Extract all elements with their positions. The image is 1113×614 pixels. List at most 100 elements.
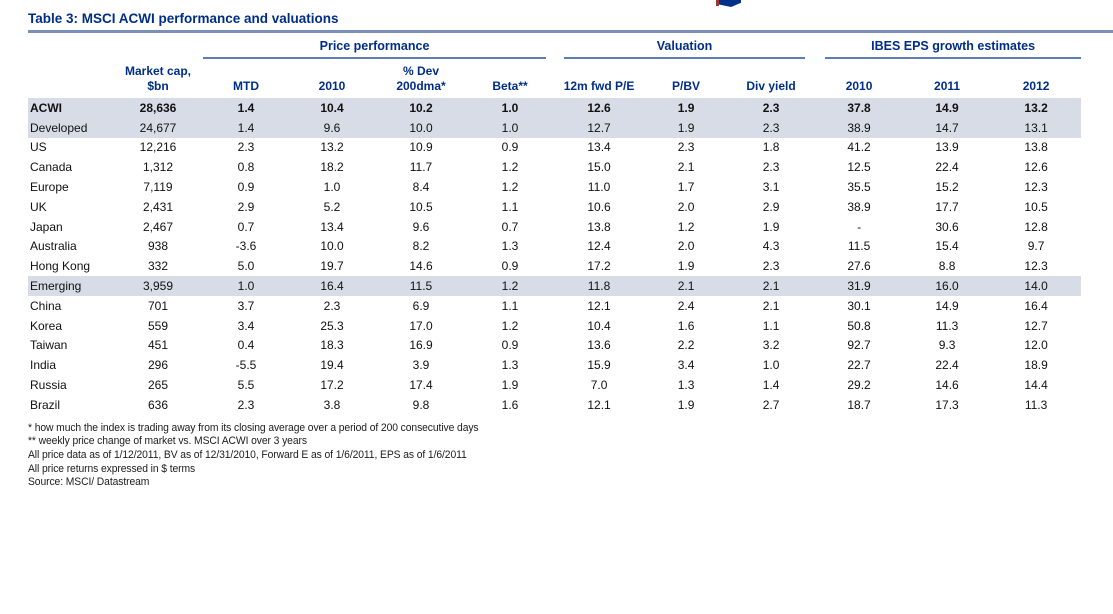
footnotes-block: * how much the index is trading away fro… <box>28 422 1048 490</box>
cell: 22.7 <box>847 358 871 373</box>
column-header-beta: Beta** <box>492 79 528 93</box>
cell: 13.2 <box>991 98 1082 118</box>
cell: - <box>857 219 862 234</box>
row-label: Japan <box>30 219 63 234</box>
cell: 17.0 <box>409 318 433 333</box>
cell: 2.7 <box>762 397 780 412</box>
cell: 12.7 <box>553 117 646 138</box>
column-header-2010-price: 2010 <box>318 79 346 93</box>
cell: 13.2 <box>320 140 344 155</box>
cell: 10.6 <box>587 199 611 214</box>
table-row-korea: Korea 559 3.4 25.3 17.0 1.2 10.4 1.6 1.1… <box>28 316 1081 336</box>
cell: 13.9 <box>935 140 959 155</box>
cell: 3.1 <box>762 180 780 195</box>
cell: 14.9 <box>935 298 959 313</box>
cell: 1.0 <box>467 98 554 118</box>
cell: 1.2 <box>501 318 519 333</box>
table-row-japan: Japan 2,467 0.7 13.4 9.6 0.7 13.8 1.2 1.… <box>28 217 1081 237</box>
cell: 12.6 <box>553 98 646 118</box>
cell: 12.5 <box>847 160 871 175</box>
row-label: Australia <box>30 239 77 254</box>
cell: 11.8 <box>553 276 646 296</box>
row-label: Brazil <box>30 397 61 412</box>
cell: 11.3 <box>1024 397 1048 412</box>
cell: 38.9 <box>847 199 871 214</box>
cell: 8.8 <box>938 259 956 274</box>
row-label: China <box>30 298 62 313</box>
cell: 1.4 <box>203 117 289 138</box>
cell: 14.4 <box>1024 378 1048 393</box>
cell: 37.8 <box>815 98 904 118</box>
table-row-acwi: ACWI 28,636 1.4 10.4 10.2 1.0 12.6 1.9 2… <box>28 98 1082 118</box>
cell: 2.9 <box>762 199 780 214</box>
cell: 9.3 <box>938 338 956 353</box>
cell: 1.2 <box>501 160 519 175</box>
cell: 4.3 <box>762 239 780 254</box>
cell: 13.4 <box>587 140 611 155</box>
cell: 0.4 <box>237 338 255 353</box>
cell: 1.6 <box>677 318 695 333</box>
cell: 12.4 <box>587 239 611 254</box>
cell: 2.3 <box>677 140 695 155</box>
cell: 1.6 <box>501 397 519 412</box>
cell: 1.9 <box>762 219 780 234</box>
cell: 2.3 <box>237 397 255 412</box>
cell: 6.9 <box>412 298 430 313</box>
table-row-china: China 701 3.7 2.3 6.9 1.1 12.1 2.4 2.1 3… <box>28 296 1081 316</box>
cell: 17.2 <box>320 378 344 393</box>
cell: 0.9 <box>501 259 519 274</box>
cell: 1,312 <box>142 160 174 175</box>
cell: 16.9 <box>409 338 433 353</box>
source-note: Source: MSCI/ Datastream <box>28 476 150 489</box>
cell: 2,467 <box>142 219 174 234</box>
cell: 13.8 <box>587 219 611 234</box>
cell: -5.5 <box>235 358 257 373</box>
cell: 18.2 <box>320 160 344 175</box>
cell: 1.9 <box>645 117 728 138</box>
cell: 12,216 <box>139 140 177 155</box>
row-label: India <box>30 358 57 373</box>
cell: 0.7 <box>501 219 519 234</box>
cell: 0.9 <box>501 140 519 155</box>
table-title: Table 3: MSCI ACWI performance and valua… <box>28 11 339 26</box>
table-row-brazil: Brazil 636 2.3 3.8 9.8 1.6 12.1 1.9 2.7 … <box>28 395 1081 415</box>
cell: 9.8 <box>412 397 430 412</box>
cell: 3.8 <box>323 397 341 412</box>
cell: 2.3 <box>762 160 780 175</box>
cell: 2.2 <box>677 338 695 353</box>
cell: 18.7 <box>847 397 871 412</box>
cell: 2.0 <box>677 239 695 254</box>
cell: 29.2 <box>847 378 871 393</box>
cell: 12.7 <box>1024 318 1048 333</box>
cell: 15.2 <box>935 180 959 195</box>
cell: 16.0 <box>903 276 992 296</box>
group-header-ibes-eps: IBES EPS growth estimates <box>825 39 1082 59</box>
cell: 12.3 <box>1024 180 1048 195</box>
row-label: Developed <box>28 117 113 138</box>
table-row-russia: Russia 265 5.5 17.2 17.4 1.9 7.0 1.3 1.4… <box>28 375 1081 395</box>
table-row-canada: Canada 1,312 0.8 18.2 11.7 1.2 15.0 2.1 … <box>28 157 1081 177</box>
table-row-europe: Europe 7,119 0.9 1.0 8.4 1.2 11.0 1.7 3.… <box>28 177 1081 197</box>
cell: 3.2 <box>762 338 780 353</box>
cell: 2.1 <box>677 160 695 175</box>
cell: 92.7 <box>847 338 871 353</box>
group-header-valuation: Valuation <box>564 39 806 59</box>
report-page: Table 3: MSCI ACWI performance and valua… <box>28 11 1113 490</box>
cell: 0.7 <box>237 219 255 234</box>
cell: 31.9 <box>815 276 904 296</box>
cell: 35.5 <box>847 180 871 195</box>
cell: 38.9 <box>815 117 904 138</box>
cell: 13.1 <box>991 117 1082 138</box>
cell: 1.9 <box>677 397 695 412</box>
cell: 3.4 <box>677 358 695 373</box>
cell: 14.6 <box>409 259 433 274</box>
cell: 5.5 <box>237 378 255 393</box>
cell: 1.3 <box>501 239 519 254</box>
cell: 1.9 <box>677 259 695 274</box>
cell: 12.8 <box>1024 219 1048 234</box>
cell: 19.4 <box>320 358 344 373</box>
cell: 12.0 <box>1024 338 1048 353</box>
cell: 265 <box>147 378 169 393</box>
cell: 701 <box>147 298 169 313</box>
table-row-hong-kong: Hong Kong 332 5.0 19.7 14.6 0.9 17.2 1.9… <box>28 256 1081 276</box>
